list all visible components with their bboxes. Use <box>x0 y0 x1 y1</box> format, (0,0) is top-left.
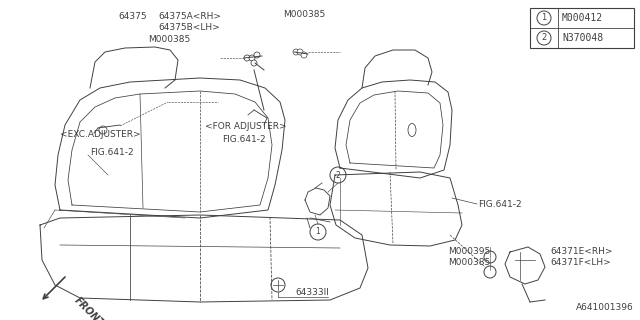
Circle shape <box>297 49 303 55</box>
Circle shape <box>249 55 255 61</box>
Circle shape <box>537 31 551 45</box>
Text: 64371F<LH>: 64371F<LH> <box>550 258 611 267</box>
Text: FIG.641-2: FIG.641-2 <box>478 200 522 209</box>
Text: 64333II: 64333II <box>295 288 329 297</box>
Circle shape <box>251 60 257 66</box>
Text: A641001396: A641001396 <box>576 303 634 312</box>
Text: N370048: N370048 <box>562 33 603 43</box>
Circle shape <box>293 49 299 55</box>
Ellipse shape <box>408 124 416 137</box>
Text: FRONT: FRONT <box>72 295 106 320</box>
Text: <FOR ADJUSTER>: <FOR ADJUSTER> <box>205 122 287 131</box>
Circle shape <box>310 224 326 240</box>
Circle shape <box>244 55 250 61</box>
Circle shape <box>254 52 260 58</box>
Circle shape <box>330 167 346 183</box>
Text: M000385: M000385 <box>148 35 190 44</box>
Text: 64371E<RH>: 64371E<RH> <box>550 247 612 256</box>
Text: FIG.641-2: FIG.641-2 <box>90 148 134 157</box>
Text: M000385: M000385 <box>283 10 325 19</box>
Text: 2: 2 <box>541 34 547 43</box>
Text: 64375A<RH>: 64375A<RH> <box>158 12 221 21</box>
Text: 2: 2 <box>335 171 340 180</box>
Circle shape <box>537 11 551 25</box>
Text: FIG.641-2: FIG.641-2 <box>222 135 266 144</box>
Circle shape <box>301 52 307 58</box>
Text: 64375: 64375 <box>118 12 147 21</box>
Text: 64375B<LH>: 64375B<LH> <box>158 23 220 32</box>
Text: 1: 1 <box>541 13 547 22</box>
Text: M000412: M000412 <box>562 13 603 23</box>
Text: M000385: M000385 <box>448 258 490 267</box>
Circle shape <box>99 126 107 134</box>
Circle shape <box>484 266 496 278</box>
Circle shape <box>271 278 285 292</box>
Bar <box>530 8 634 48</box>
Circle shape <box>484 251 496 263</box>
Text: 1: 1 <box>316 228 321 236</box>
Text: <EXC.ADJUSTER>: <EXC.ADJUSTER> <box>60 130 141 139</box>
Text: M000395: M000395 <box>448 247 490 256</box>
